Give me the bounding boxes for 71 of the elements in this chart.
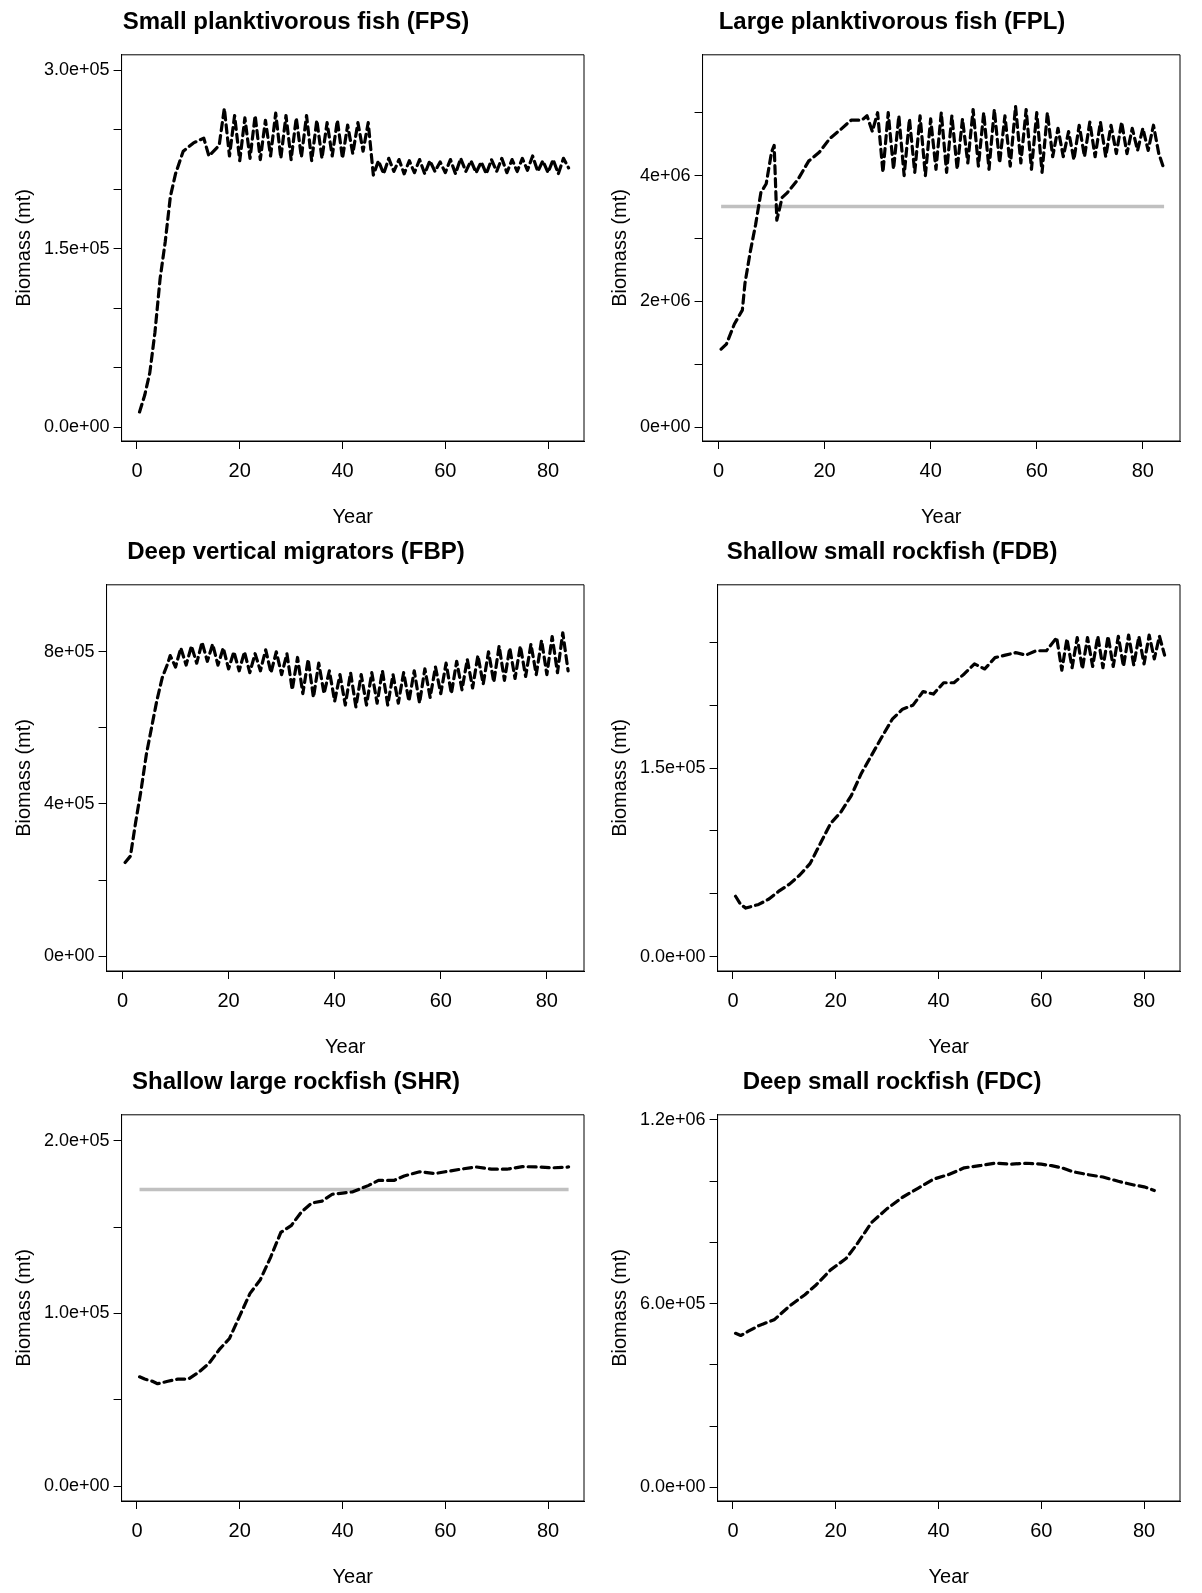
y-tick-label: 2e+06 xyxy=(639,290,691,311)
chart-title: Deep small rockfish (FDC) xyxy=(742,1067,1042,1095)
y-tick-label: 3.0e+05 xyxy=(43,59,110,80)
x-tick-label: 80 xyxy=(1131,458,1154,481)
x-tick-label: 20 xyxy=(217,988,240,1011)
line-series xyxy=(733,1161,1156,1338)
x-tick-label: 40 xyxy=(331,458,354,481)
x-tick-label: 80 xyxy=(1132,988,1156,1011)
x-tick-label: 40 xyxy=(331,1518,354,1541)
chart-title: Shallow large rockfish (SHR) xyxy=(131,1067,461,1095)
x-axis-title: Year xyxy=(325,1034,366,1057)
y-tick-label: 0e+00 xyxy=(639,416,691,437)
x-axis-title: Year xyxy=(928,1034,970,1057)
y-tick-label: 0.0e+00 xyxy=(43,1475,110,1496)
x-tick-label: 60 xyxy=(429,988,452,1011)
y-tick-label: 1.5e+05 xyxy=(639,757,706,778)
x-tick-label: 0 xyxy=(712,458,725,481)
x-tick-label: 60 xyxy=(1025,458,1048,481)
x-tick-label: 40 xyxy=(927,1518,950,1541)
x-tick-label: 60 xyxy=(434,1518,457,1541)
y-tick-label: 0.0e+00 xyxy=(639,1476,706,1497)
y-axis-title: Biomass (mt) xyxy=(11,189,34,307)
x-tick-label: 40 xyxy=(323,988,346,1011)
x-axis-title: Year xyxy=(921,504,962,527)
x-tick-label: 80 xyxy=(536,458,560,481)
chart-title: Large planktivorous fish (FPL) xyxy=(718,7,1066,35)
x-tick-label: 40 xyxy=(919,458,942,481)
x-tick-label: 0 xyxy=(131,458,143,481)
y-tick-label: 4e+06 xyxy=(639,164,691,185)
y-axis-title: Biomass (mt) xyxy=(607,1249,630,1367)
y-axis-title: Biomass (mt) xyxy=(607,189,630,307)
x-tick-label: 40 xyxy=(927,988,950,1011)
x-tick-label: 20 xyxy=(824,1518,847,1541)
y-axis-title: Biomass (mt) xyxy=(11,719,34,837)
chart-title: Small planktivorous fish (FPS) xyxy=(122,7,470,35)
x-tick-label: 0 xyxy=(116,988,129,1011)
line-series xyxy=(733,633,1167,910)
y-tick-label: 8e+05 xyxy=(43,640,95,661)
x-tick-label: 20 xyxy=(228,458,251,481)
x-axis-title: Year xyxy=(928,1564,970,1587)
chart-title: Shallow small rockfish (FDB) xyxy=(726,537,1058,565)
x-tick-label: 60 xyxy=(1030,1518,1053,1541)
y-axis-title: Biomass (mt) xyxy=(607,719,630,837)
y-tick-label: 0.0e+00 xyxy=(639,945,706,966)
chart-title: Deep vertical migrators (FBP) xyxy=(127,537,465,565)
x-tick-label: 20 xyxy=(813,458,836,481)
y-tick-label: 0.0e+00 xyxy=(43,416,110,437)
x-tick-label: 0 xyxy=(727,1518,739,1541)
x-tick-label: 60 xyxy=(434,458,457,481)
line-series xyxy=(719,104,1166,351)
y-tick-label: 1.2e+06 xyxy=(639,1108,706,1129)
line-series xyxy=(123,631,570,865)
line-series xyxy=(137,106,571,414)
line-series xyxy=(137,1165,571,1386)
x-tick-label: 0 xyxy=(131,1518,143,1541)
x-axis-title: Year xyxy=(332,1564,374,1587)
x-tick-label: 20 xyxy=(824,988,847,1011)
x-tick-label: 20 xyxy=(228,1518,251,1541)
y-tick-label: 2.0e+05 xyxy=(43,1129,110,1150)
x-axis-title: Year xyxy=(332,504,374,527)
x-tick-label: 80 xyxy=(1132,1518,1156,1541)
y-tick-label: 1.0e+05 xyxy=(43,1302,110,1323)
y-tick-label: 4e+05 xyxy=(43,792,95,813)
x-tick-label: 60 xyxy=(1030,988,1053,1011)
x-tick-label: 0 xyxy=(727,988,739,1011)
y-tick-label: 6.0e+05 xyxy=(639,1292,706,1313)
y-axis-title: Biomass (mt) xyxy=(11,1249,34,1367)
y-tick-label: 1.5e+05 xyxy=(43,237,110,258)
x-tick-label: 80 xyxy=(535,988,558,1011)
x-tick-label: 80 xyxy=(536,1518,560,1541)
y-tick-label: 0e+00 xyxy=(43,945,95,966)
